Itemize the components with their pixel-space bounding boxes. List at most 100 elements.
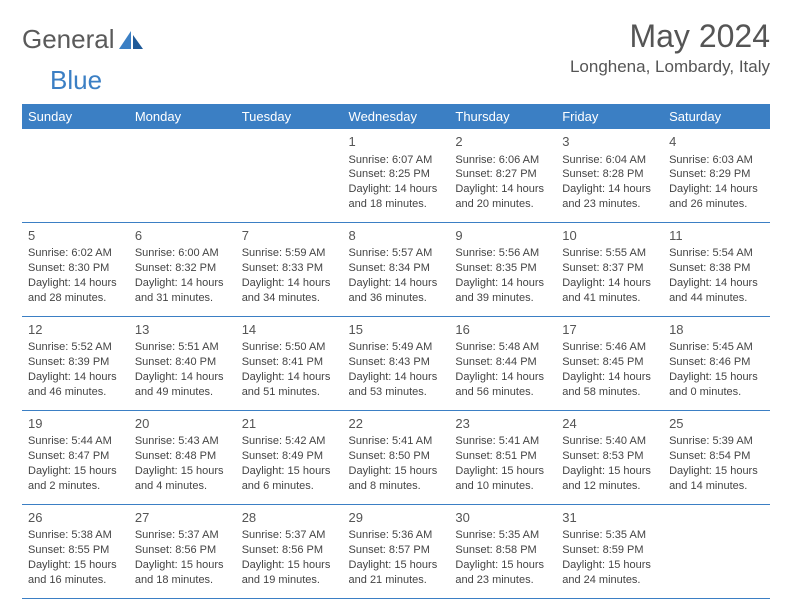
day-detail-line: Sunrise: 5:37 AM [135,528,230,543]
day-number: 8 [349,227,444,245]
day-number: 25 [669,415,764,433]
day-detail-line: Sunrise: 5:41 AM [349,434,444,449]
day-detail-line: Sunset: 8:28 PM [562,167,657,182]
day-detail-line: Sunset: 8:46 PM [669,355,764,370]
day-number: 11 [669,227,764,245]
calendar-cell: 17Sunrise: 5:46 AMSunset: 8:45 PMDayligh… [556,316,663,410]
calendar-cell: 9Sunrise: 5:56 AMSunset: 8:35 PMDaylight… [449,222,556,316]
day-detail-line: Daylight: 14 hours and 49 minutes. [135,370,230,400]
day-detail-line: Sunset: 8:55 PM [28,543,123,558]
day-detail-line: Sunrise: 5:57 AM [349,246,444,261]
day-detail-line: Sunrise: 5:52 AM [28,340,123,355]
day-detail-line: Sunrise: 6:02 AM [28,246,123,261]
day-number: 22 [349,415,444,433]
calendar-cell: 14Sunrise: 5:50 AMSunset: 8:41 PMDayligh… [236,316,343,410]
logo-text-2: Blue [50,65,102,96]
day-detail-line: Daylight: 15 hours and 24 minutes. [562,558,657,588]
day-detail-line: Sunrise: 6:04 AM [562,153,657,168]
calendar-row: 1Sunrise: 6:07 AMSunset: 8:25 PMDaylight… [22,129,770,222]
calendar-cell: 25Sunrise: 5:39 AMSunset: 8:54 PMDayligh… [663,410,770,504]
day-detail-line: Sunset: 8:51 PM [455,449,550,464]
calendar-cell: 16Sunrise: 5:48 AMSunset: 8:44 PMDayligh… [449,316,556,410]
day-detail-line: Daylight: 14 hours and 53 minutes. [349,370,444,400]
day-detail-line: Sunset: 8:40 PM [135,355,230,370]
day-detail-line: Sunrise: 6:03 AM [669,153,764,168]
day-detail-line: Sunset: 8:49 PM [242,449,337,464]
day-number: 19 [28,415,123,433]
day-detail-line: Sunrise: 5:45 AM [669,340,764,355]
day-detail-line: Sunset: 8:50 PM [349,449,444,464]
calendar-cell: 12Sunrise: 5:52 AMSunset: 8:39 PMDayligh… [22,316,129,410]
day-detail-line: Sunrise: 5:39 AM [669,434,764,449]
calendar-cell: 15Sunrise: 5:49 AMSunset: 8:43 PMDayligh… [343,316,450,410]
day-detail-line: Daylight: 15 hours and 6 minutes. [242,464,337,494]
calendar-cell: 29Sunrise: 5:36 AMSunset: 8:57 PMDayligh… [343,504,450,598]
day-detail-line: Sunset: 8:41 PM [242,355,337,370]
day-detail-line: Sunrise: 5:56 AM [455,246,550,261]
day-detail-line: Sunset: 8:56 PM [135,543,230,558]
day-number: 4 [669,133,764,151]
calendar-cell: 13Sunrise: 5:51 AMSunset: 8:40 PMDayligh… [129,316,236,410]
day-number: 3 [562,133,657,151]
calendar-cell: 21Sunrise: 5:42 AMSunset: 8:49 PMDayligh… [236,410,343,504]
day-detail-line: Sunrise: 5:41 AM [455,434,550,449]
calendar-cell: 10Sunrise: 5:55 AMSunset: 8:37 PMDayligh… [556,222,663,316]
day-number: 13 [135,321,230,339]
day-number: 31 [562,509,657,527]
day-number: 18 [669,321,764,339]
day-detail-line: Sunrise: 5:35 AM [562,528,657,543]
day-detail-line: Sunset: 8:38 PM [669,261,764,276]
day-number: 6 [135,227,230,245]
day-detail-line: Daylight: 15 hours and 4 minutes. [135,464,230,494]
day-detail-line: Daylight: 14 hours and 18 minutes. [349,182,444,212]
calendar-cell: 19Sunrise: 5:44 AMSunset: 8:47 PMDayligh… [22,410,129,504]
day-detail-line: Sunset: 8:56 PM [242,543,337,558]
day-detail-line: Daylight: 15 hours and 8 minutes. [349,464,444,494]
location: Longhena, Lombardy, Italy [570,57,770,77]
calendar-cell: 30Sunrise: 5:35 AMSunset: 8:58 PMDayligh… [449,504,556,598]
day-detail-line: Sunset: 8:58 PM [455,543,550,558]
day-detail-line: Sunrise: 6:07 AM [349,153,444,168]
day-number: 15 [349,321,444,339]
calendar-cell: 6Sunrise: 6:00 AMSunset: 8:32 PMDaylight… [129,222,236,316]
calendar-body: 1Sunrise: 6:07 AMSunset: 8:25 PMDaylight… [22,129,770,598]
day-detail-line: Sunset: 8:25 PM [349,167,444,182]
logo-sail-icon [117,29,145,51]
day-number: 14 [242,321,337,339]
day-number: 30 [455,509,550,527]
logo: General [22,18,145,55]
calendar-cell [129,129,236,222]
weekday-header: Tuesday [236,104,343,129]
calendar-cell: 1Sunrise: 6:07 AMSunset: 8:25 PMDaylight… [343,129,450,222]
logo-text-1: General [22,24,115,55]
calendar-cell: 24Sunrise: 5:40 AMSunset: 8:53 PMDayligh… [556,410,663,504]
day-detail-line: Daylight: 14 hours and 28 minutes. [28,276,123,306]
day-detail-line: Sunrise: 5:48 AM [455,340,550,355]
calendar-table: Sunday Monday Tuesday Wednesday Thursday… [22,104,770,599]
day-number: 24 [562,415,657,433]
calendar-cell: 31Sunrise: 5:35 AMSunset: 8:59 PMDayligh… [556,504,663,598]
day-number: 10 [562,227,657,245]
day-detail-line: Sunset: 8:43 PM [349,355,444,370]
day-detail-line: Daylight: 15 hours and 21 minutes. [349,558,444,588]
day-detail-line: Daylight: 14 hours and 44 minutes. [669,276,764,306]
calendar-cell: 8Sunrise: 5:57 AMSunset: 8:34 PMDaylight… [343,222,450,316]
day-detail-line: Daylight: 15 hours and 12 minutes. [562,464,657,494]
day-detail-line: Daylight: 14 hours and 23 minutes. [562,182,657,212]
day-detail-line: Sunset: 8:33 PM [242,261,337,276]
day-number: 5 [28,227,123,245]
calendar-row: 12Sunrise: 5:52 AMSunset: 8:39 PMDayligh… [22,316,770,410]
day-detail-line: Daylight: 15 hours and 10 minutes. [455,464,550,494]
day-number: 2 [455,133,550,151]
month-title: May 2024 [570,18,770,55]
day-detail-line: Sunset: 8:44 PM [455,355,550,370]
day-detail-line: Sunset: 8:27 PM [455,167,550,182]
day-detail-line: Sunrise: 5:36 AM [349,528,444,543]
day-detail-line: Daylight: 14 hours and 56 minutes. [455,370,550,400]
day-detail-line: Daylight: 15 hours and 14 minutes. [669,464,764,494]
day-detail-line: Daylight: 14 hours and 36 minutes. [349,276,444,306]
day-detail-line: Daylight: 14 hours and 39 minutes. [455,276,550,306]
day-detail-line: Daylight: 15 hours and 23 minutes. [455,558,550,588]
day-detail-line: Daylight: 15 hours and 19 minutes. [242,558,337,588]
day-detail-line: Sunrise: 5:51 AM [135,340,230,355]
